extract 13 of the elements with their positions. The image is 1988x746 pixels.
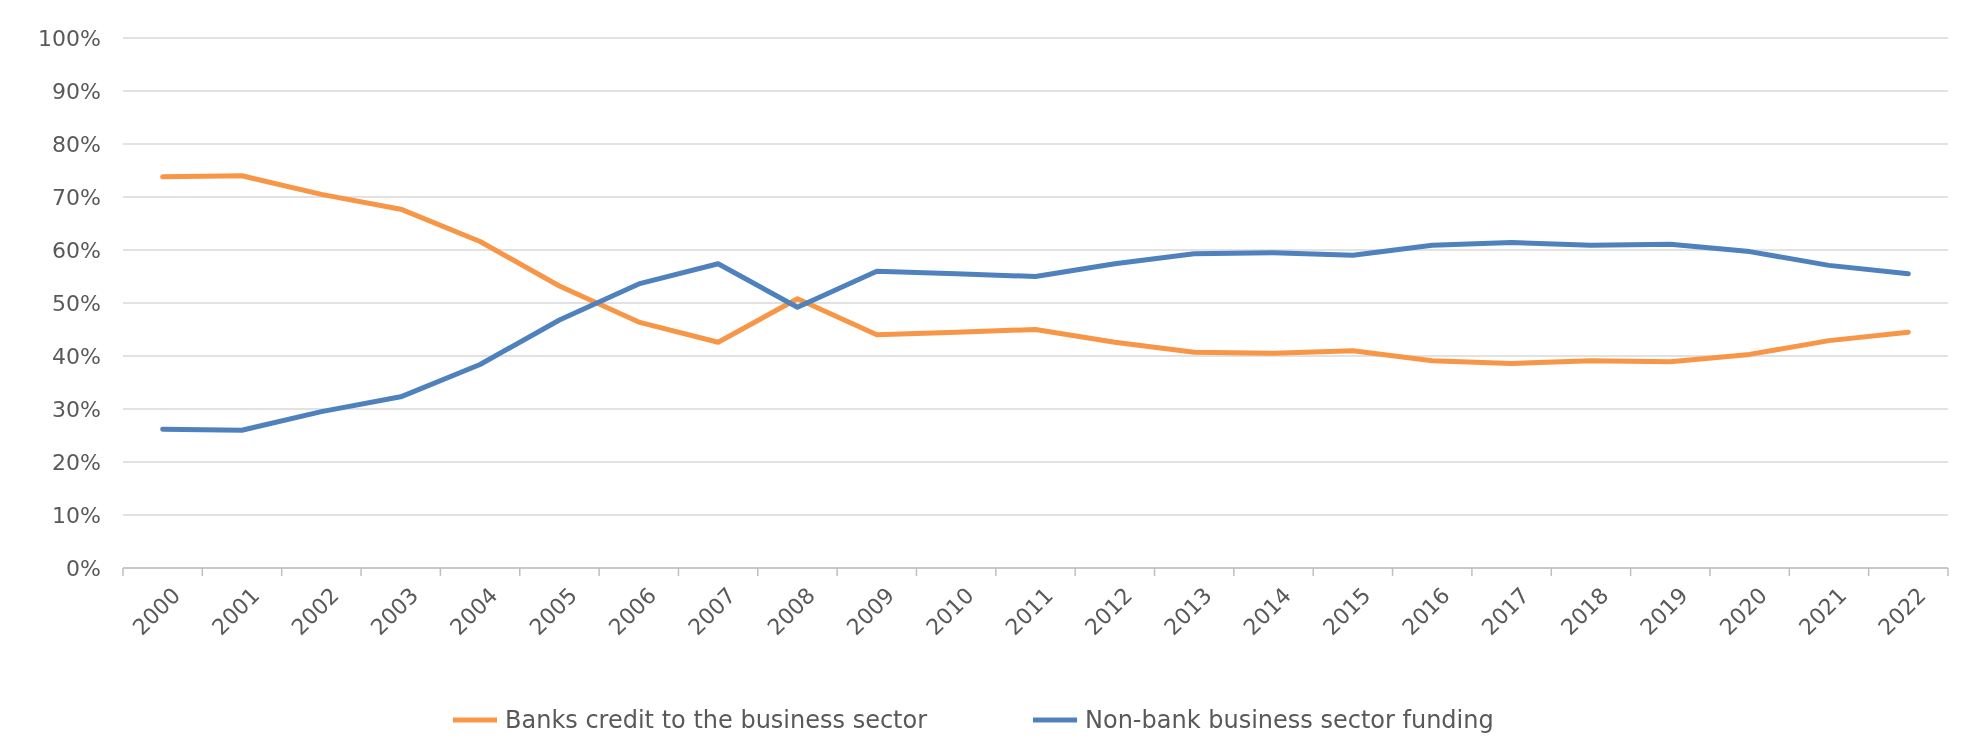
y-tick-label: 80% (52, 131, 101, 157)
legend-label: Banks credit to the business sector (505, 706, 928, 735)
y-tick-label: 40% (52, 343, 101, 369)
y-tick-label: 0% (66, 555, 101, 581)
y-tick-label: 50% (52, 290, 101, 316)
y-tick-label: 20% (52, 449, 101, 475)
y-tick-label: 30% (52, 396, 101, 422)
y-tick-label: 100% (38, 25, 101, 51)
y-tick-label: 70% (52, 184, 101, 210)
y-tick-label: 60% (52, 237, 101, 263)
y-tick-label: 90% (52, 78, 101, 104)
legend-label: Non-bank business sector funding (1085, 706, 1494, 735)
y-tick-label: 10% (52, 502, 101, 528)
